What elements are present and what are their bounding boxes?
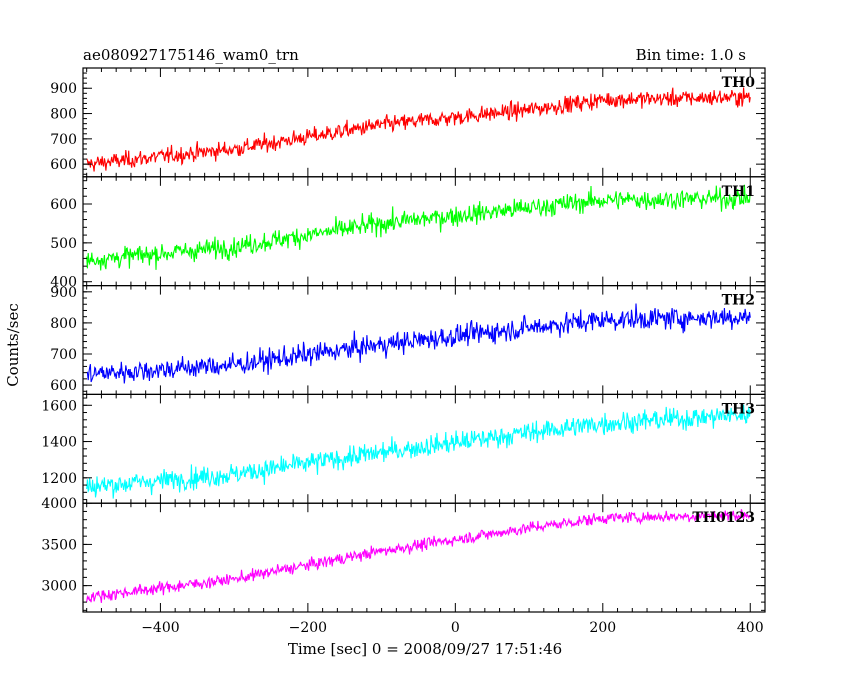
y-tick-label: 900 (50, 285, 77, 301)
panel-label-th1: TH1 (722, 184, 755, 200)
y-tick-label: 900 (50, 81, 77, 97)
series-th2-line (86, 303, 751, 384)
x-axis-label: Time [sec] 0 = 2008/09/27 17:51:46 (288, 640, 562, 658)
y-tick-label: 700 (50, 132, 77, 148)
series-th3-line (86, 404, 751, 499)
series-th0-line (86, 87, 751, 172)
panel-frame (82, 502, 766, 613)
y-axis-label: Counts/sec (4, 303, 22, 387)
panel-frame (82, 176, 766, 287)
bin-time-label: Bin time: 1.0 s (636, 46, 746, 64)
panel-frame (82, 67, 766, 178)
x-tick-label: −400 (141, 620, 179, 636)
panel-label-th2: TH2 (722, 293, 755, 309)
y-tick-label: 400 (50, 275, 77, 291)
y-tick-label: 800 (50, 316, 77, 332)
y-tick-label: 700 (50, 347, 77, 363)
y-tick-label: 600 (50, 197, 77, 213)
y-tick-label: 1400 (41, 435, 77, 451)
chart-title: ae080927175146_wam0_trn (83, 46, 299, 64)
panel-label-th0: TH0 (722, 75, 756, 91)
x-tick-label: 400 (737, 620, 764, 636)
y-tick-label: 800 (50, 107, 77, 123)
y-tick-label: 4000 (41, 496, 77, 512)
y-tick-label: 500 (50, 236, 77, 252)
y-tick-label: 600 (50, 157, 77, 173)
series-th1-line (86, 184, 751, 271)
y-tick-label: 600 (50, 378, 77, 394)
y-tick-label: 3500 (41, 537, 77, 553)
x-tick-label: −200 (289, 620, 327, 636)
series-th0123-line (86, 509, 751, 603)
y-tick-label: 3000 (41, 579, 77, 595)
panels: 600 700 800 900 TH0 400 500 600 TH1 600 700 800 900 T… (41, 67, 766, 636)
x-tick-label: 200 (589, 620, 616, 636)
x-tick-label: 0 (451, 620, 460, 636)
y-tick-label: 1200 (41, 471, 77, 487)
y-tick-label: 1600 (41, 398, 77, 414)
panel-label-th3: TH3 (722, 401, 755, 417)
panel-label-th0123: TH0123 (692, 510, 755, 526)
